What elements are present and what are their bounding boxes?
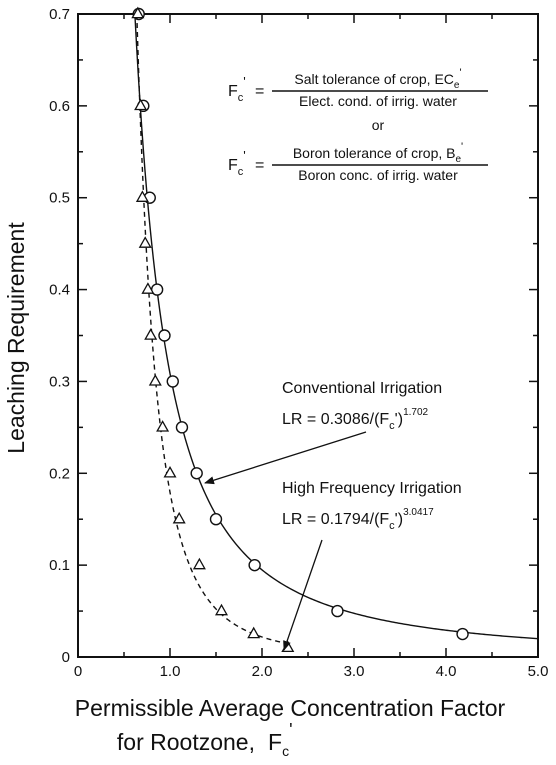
high-frequency-point: [214, 603, 229, 616]
x-tick-label: 1.0: [160, 663, 181, 680]
high-frequency-equation: LR = 0.1794/(Fc')3.0417: [282, 507, 434, 532]
y-tick-label: 0.2: [49, 465, 70, 482]
conventional-point: [190, 467, 203, 480]
formula-eq-boron: =: [255, 157, 264, 174]
high-frequency-arrow: [283, 539, 323, 651]
formula-or: or: [372, 117, 385, 133]
y-tick-label: 0.4: [49, 282, 70, 299]
conventional-point: [158, 329, 171, 342]
conventional-point: [175, 421, 189, 434]
high-frequency-label: High Frequency Irrigation: [282, 480, 462, 497]
high-frequency-point: [148, 374, 162, 386]
high-frequency-point: [135, 190, 149, 202]
formula-box: Fc' = Salt tolerance of crop, ECe' Elect…: [228, 67, 488, 183]
axis-tick-labels: 0 1.0 2.0 3.0 4.0 5.0 0 0.1 0.2 0.3 0.4 0.5 0.6 0.7: [49, 6, 548, 680]
x-axis-title-line2: for Rootzone,: [117, 729, 255, 755]
x-tick-label: 2.0: [252, 663, 273, 680]
conventional-point: [209, 513, 223, 526]
conventional-annotation: Conventional Irrigation LR = 0.3086/(Fc'…: [204, 380, 442, 485]
y-tick-label: 0.6: [49, 98, 70, 115]
axis-ticks: [77, 13, 539, 658]
formula-lhs-boron: Fc': [228, 148, 246, 178]
y-tick-label: 0: [62, 649, 70, 666]
x-tick-label: 4.0: [436, 663, 457, 680]
high-frequency-point: [141, 282, 155, 294]
high-frequency-point: [156, 420, 170, 432]
conventional-point: [456, 627, 469, 641]
x-axis-symbol: Fc': [268, 720, 293, 759]
formula-boron-denominator: Boron conc. of irrig. water: [298, 167, 458, 183]
high-frequency-point: [134, 98, 148, 111]
conventional-label: Conventional Irrigation: [282, 380, 442, 397]
x-tick-label: 5.0: [528, 663, 549, 680]
y-axis-title: Leaching Requirement: [3, 222, 29, 454]
series-line-high-frequency: [136, 13, 288, 645]
y-tick-label: 0.5: [49, 190, 70, 207]
x-tick-label: 0: [74, 663, 82, 680]
formula-salt-numerator: Salt tolerance of crop, ECe': [294, 67, 461, 91]
conventional-point: [331, 604, 344, 618]
conventional-point: [248, 558, 261, 572]
high-frequency-point: [247, 626, 261, 639]
high-frequency-point: [192, 557, 206, 570]
y-tick-label: 0.1: [49, 557, 70, 574]
x-tick-label: 3.0: [344, 663, 365, 680]
y-tick-label: 0.7: [49, 6, 70, 23]
high-frequency-point: [144, 328, 158, 340]
formula-eq-salt: =: [255, 83, 264, 100]
formula-lhs-salt: Fc': [228, 74, 246, 104]
conventional-arrow: [204, 431, 367, 485]
high-frequency-point: [163, 465, 177, 478]
high-frequency-annotation: High Frequency Irrigation LR = 0.1794/(F…: [282, 480, 462, 651]
high-frequency-point: [138, 236, 152, 248]
high-frequency-point: [172, 511, 186, 524]
high-frequency-point: [131, 6, 145, 19]
conventional-equation: LR = 0.3086/(Fc')1.702: [282, 407, 429, 432]
formula-salt-denominator: Elect. cond. of irrig. water: [299, 93, 457, 109]
formula-boron-numerator: Boron tolerance of crop, Be': [293, 141, 463, 165]
conventional-point: [166, 375, 179, 388]
y-tick-label: 0.3: [49, 373, 70, 390]
x-axis-title-line1: Permissible Average Concentration Factor: [75, 695, 506, 721]
